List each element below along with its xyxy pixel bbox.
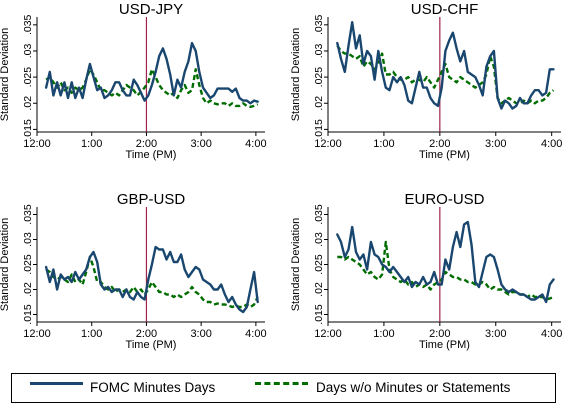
- x-axis-label: Time (PM): [126, 339, 177, 351]
- legend-label-fomc: FOMC Minutes Days: [90, 380, 216, 395]
- chart-title: EURO-USD: [404, 191, 484, 208]
- charts-canvas: USD-JPY .015 .02 .025 .03 .035 Standard Deviat…: [0, 1, 562, 351]
- x-tick-label: 12:00: [314, 138, 342, 150]
- x-tick-label: 1:00: [373, 138, 394, 150]
- legend-label-no-minutes: Days w/o Minutes or Statements: [316, 380, 511, 395]
- x-tick-label: 3:00: [190, 138, 211, 150]
- chart-title: USD-JPY: [119, 1, 183, 18]
- series-fomc-line: [44, 245, 259, 314]
- y-tick-label: .02: [22, 96, 34, 111]
- legend-swatch-dashed: [255, 382, 308, 385]
- y-tick-label: .015: [22, 304, 34, 325]
- y-tick-label: .035: [313, 14, 325, 35]
- y-tick-label: .025: [313, 67, 325, 88]
- y-tick-label: .015: [22, 119, 34, 140]
- y-tick-label: .015: [313, 304, 325, 325]
- y-tick-label: .03: [22, 44, 34, 59]
- legend: FOMC Minutes Days Days w/o Minutes or St…: [11, 373, 556, 403]
- series-fomc-line: [336, 21, 555, 110]
- x-tick-label: 3:00: [190, 328, 211, 340]
- y-tick-label: .02: [313, 282, 325, 297]
- x-tick-label: 12:00: [314, 328, 342, 340]
- y-tick-label: .035: [22, 204, 34, 225]
- y-tick-label: .025: [22, 67, 34, 88]
- y-tick-label: .03: [313, 232, 325, 247]
- series-no-minutes-line: [337, 240, 554, 301]
- x-tick-label: 2:00: [136, 138, 157, 150]
- x-tick-label: 1:00: [81, 138, 102, 150]
- x-tick-label: 4:00: [245, 138, 266, 150]
- x-tick-label: 4:00: [541, 328, 562, 340]
- y-tick-label: .03: [22, 232, 34, 247]
- y-axis-label: Standard Deviation: [0, 218, 11, 312]
- y-axis-label: Standard Deviation: [290, 28, 302, 122]
- x-tick-label: 2:00: [429, 328, 450, 340]
- x-axis-label: Time (PM): [419, 339, 470, 351]
- x-tick-label: 2:00: [429, 138, 450, 150]
- series-no-minutes-line: [45, 255, 259, 309]
- x-tick-label: 1:00: [373, 328, 394, 340]
- chart-title: GBP-USD: [117, 191, 186, 208]
- series-no-minutes-line: [45, 68, 259, 109]
- y-tick-label: .03: [313, 44, 325, 59]
- chart-panel-2: GBP-USD .015 .02 .025 .03 .035 Standard Deviat…: [0, 191, 267, 351]
- x-tick-label: 12:00: [23, 138, 51, 150]
- y-axis-label: Standard Deviation: [0, 28, 11, 122]
- chart-title: USD-CHF: [411, 1, 479, 18]
- y-tick-label: .035: [313, 204, 325, 225]
- x-tick-label: 4:00: [541, 138, 562, 150]
- x-axis-label: Time (PM): [126, 149, 177, 161]
- x-tick-label: 1:00: [81, 328, 102, 340]
- x-tick-label: 2:00: [136, 328, 157, 340]
- y-tick-label: .02: [313, 96, 325, 111]
- x-tick-label: 3:00: [485, 138, 506, 150]
- y-tick-label: .025: [313, 254, 325, 275]
- series-fomc-line: [336, 220, 555, 304]
- y-tick-label: .035: [22, 14, 34, 35]
- series-fomc-line: [44, 41, 259, 105]
- x-axis-label: Time (PM): [419, 149, 470, 161]
- chart-panel-1: USD-CHF .015 .02 .025 .03 .035 Standard Deviat…: [290, 1, 562, 161]
- y-tick-label: .025: [22, 254, 34, 275]
- legend-swatch-solid: [30, 382, 83, 385]
- y-axis-label: Standard Deviation: [290, 218, 302, 312]
- chart-panel-0: USD-JPY .015 .02 .025 .03 .035 Standard Deviat…: [0, 1, 267, 161]
- x-tick-label: 3:00: [485, 328, 506, 340]
- y-tick-label: .015: [313, 119, 325, 140]
- x-tick-label: 4:00: [245, 328, 266, 340]
- x-tick-label: 12:00: [23, 328, 51, 340]
- y-tick-label: .02: [22, 282, 34, 297]
- chart-panel-3: EURO-USD .015 .02 .025 .03 .035 Standard Devia…: [290, 191, 562, 351]
